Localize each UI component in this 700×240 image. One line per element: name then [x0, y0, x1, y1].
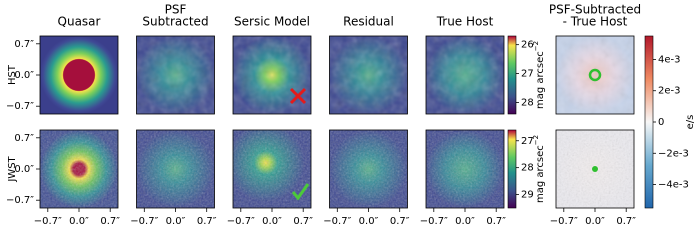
x-tick-label: 0.7″	[390, 216, 410, 227]
x-tick-label: 0.0″	[455, 216, 475, 227]
colorbar-tick-label: −4e-3	[658, 180, 689, 191]
colorbar-label-text: mag arcsec	[535, 51, 546, 109]
colorbar-tick-label: 27	[521, 69, 534, 80]
column-title: Quasar	[58, 15, 101, 29]
panel-frame	[329, 35, 408, 115]
y-tick-label: 0.0″	[14, 70, 34, 81]
image-noise	[136, 36, 215, 114]
y-tick-label: 0.7″	[14, 133, 34, 144]
image-noise	[233, 130, 311, 208]
column-title: True Host	[436, 15, 494, 29]
column-title: Subtracted	[142, 15, 208, 29]
x-tick-label: 0.7″	[100, 216, 120, 227]
x-tick-label: −0.7″	[227, 216, 255, 227]
colorbar	[644, 35, 654, 209]
column-title: PSF-Subtracted	[549, 3, 641, 17]
x-tick-label: −0.7″	[550, 216, 578, 227]
column-title: Sersic Model	[234, 15, 310, 29]
cross-marker	[289, 87, 307, 105]
colorbar-label: mag arcsec−2	[532, 135, 546, 203]
column-title: PSF	[165, 3, 187, 17]
y-tick-label: 0.7″	[14, 39, 34, 50]
x-tick-label: −0.7″	[130, 216, 158, 227]
image-noise	[233, 36, 311, 114]
panel-frame	[136, 35, 215, 115]
image-noise	[40, 130, 118, 208]
colorbar-tick-label: 27	[521, 136, 534, 147]
x-tick-label: 0.0″	[262, 216, 282, 227]
colorbar-label-exponent: −2	[532, 135, 540, 145]
x-tick-label: 0.7″	[293, 216, 313, 227]
y-tick-label: 0.0″	[14, 164, 34, 175]
x-tick-label: −0.7″	[34, 216, 62, 227]
column-title: - True Host	[563, 15, 628, 29]
colorbar-tick-label: 26	[521, 40, 534, 51]
image-noise	[426, 130, 504, 208]
colorbar-label: mag arcsec−2	[532, 41, 546, 109]
x-tick-label: 0.7″	[197, 216, 217, 227]
colorbar-label-exponent: −2	[532, 41, 540, 51]
center-marker	[588, 68, 602, 82]
x-tick-label: 0.0″	[166, 216, 186, 227]
y-tick-label: −0.7″	[6, 101, 34, 112]
check-marker	[291, 183, 310, 201]
colorbar-tick-label: 0	[658, 117, 664, 128]
colorbar-tick-label: 2e-3	[658, 86, 681, 97]
x-tick-label: 0.0″	[585, 216, 605, 227]
colorbar	[507, 35, 517, 115]
row-label: JWST	[7, 155, 18, 182]
colorbar-tick-label: 28	[521, 163, 534, 174]
colorbar-label: e/s	[685, 115, 696, 130]
row-label: HST	[7, 64, 18, 85]
x-tick-label: 0.7″	[486, 216, 506, 227]
x-tick-label: −0.7″	[323, 216, 351, 227]
colorbar-tick-label: 29	[521, 190, 534, 201]
image-noise	[136, 130, 215, 208]
x-tick-label: 0.0″	[69, 216, 89, 227]
colorbar	[507, 129, 517, 209]
image-panel	[40, 36, 118, 114]
colorbar-tick-label: 28	[521, 97, 534, 108]
panel-frame	[425, 35, 505, 115]
panel-frame	[555, 35, 635, 115]
colorbar-label-text: mag arcsec	[535, 145, 546, 203]
column-title: Residual	[343, 15, 394, 29]
center-marker	[592, 166, 598, 172]
x-tick-label: 0.7″	[616, 216, 636, 227]
image-noise	[329, 36, 408, 114]
image-noise	[329, 130, 408, 208]
colorbar-label-text: e/s	[685, 115, 696, 130]
x-tick-label: −0.7″	[420, 216, 448, 227]
image-noise	[556, 36, 634, 114]
image-noise	[426, 36, 504, 114]
colorbar-tick-label: −2e-3	[658, 148, 689, 159]
x-tick-label: 0.0″	[359, 216, 379, 227]
y-tick-label: −0.7″	[6, 195, 34, 206]
colorbar-tick-label: 4e-3	[658, 54, 681, 65]
panel-frame	[232, 35, 312, 115]
